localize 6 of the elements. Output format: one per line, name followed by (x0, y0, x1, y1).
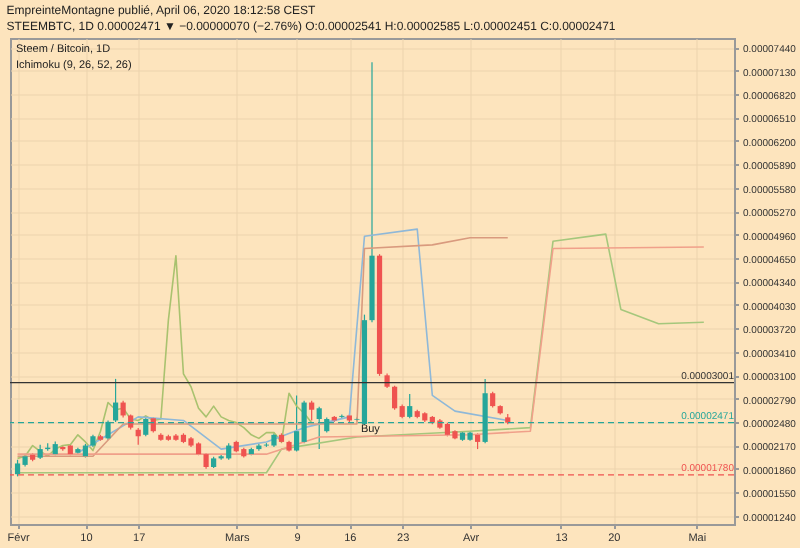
candlestick (309, 400, 315, 422)
candlestick (407, 393, 413, 419)
line-series (16, 236, 509, 458)
line-series (16, 254, 313, 460)
candlestick (392, 385, 398, 411)
line-series (77, 228, 509, 454)
